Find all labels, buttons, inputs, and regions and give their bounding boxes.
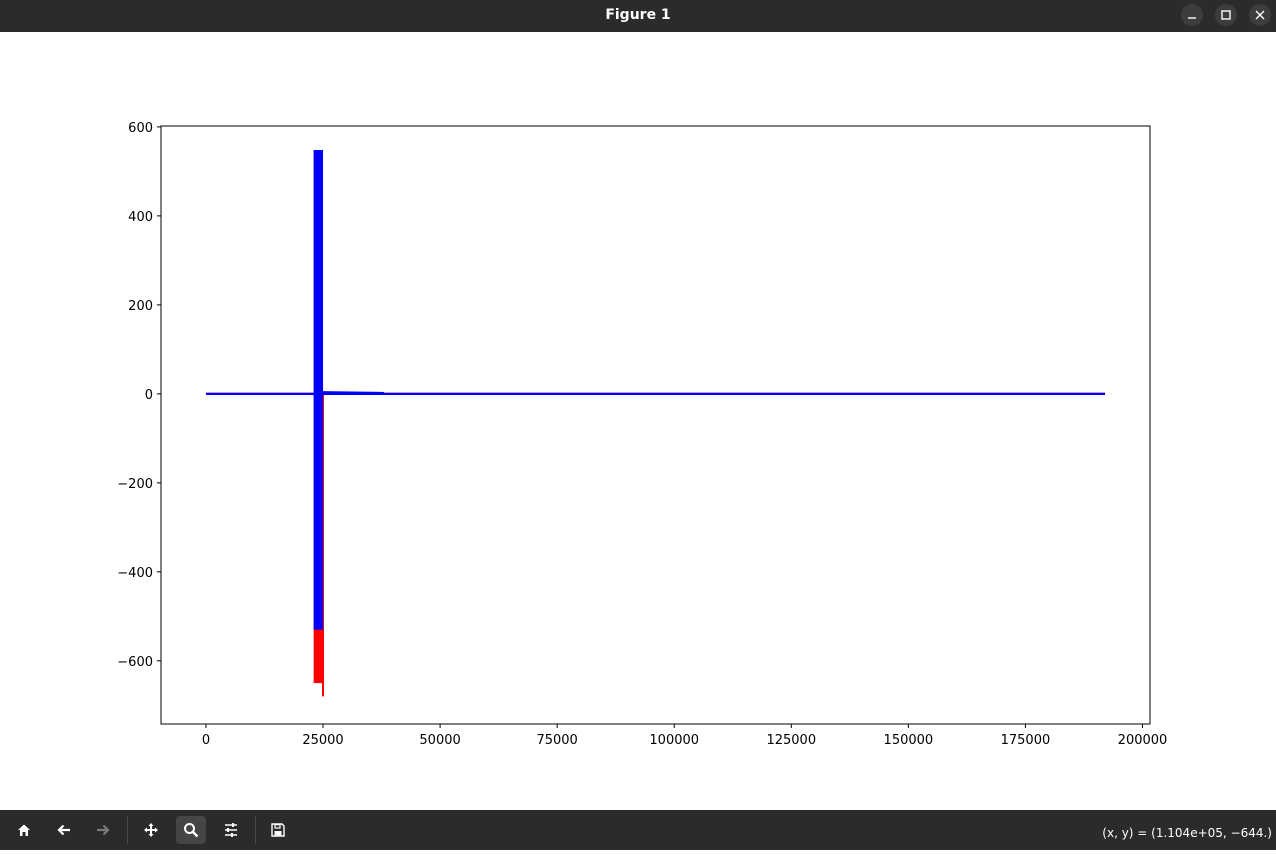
series-1-burst: [313, 150, 324, 630]
y-tick-label: −200: [117, 477, 153, 492]
toolbar-separator: [127, 816, 128, 844]
x-tick-label: 200000: [1118, 733, 1168, 748]
x-tick-label: 175000: [1001, 733, 1051, 748]
minimize-icon: [1188, 17, 1196, 19]
y-tick-label: 0: [145, 388, 153, 403]
y-tick-label: −600: [117, 655, 153, 670]
window-title: Figure 1: [605, 7, 671, 23]
y-tick-label: 600: [128, 121, 153, 136]
back-arrow-icon: [57, 824, 70, 836]
y-tick-label: 400: [128, 210, 153, 225]
window-titlebar: Figure 1: [0, 0, 1276, 32]
x-tick-label: 50000: [419, 733, 460, 748]
close-button[interactable]: [1249, 4, 1271, 26]
zoom-icon: [184, 823, 199, 838]
save-icon: [271, 823, 285, 837]
y-tick-label: 200: [128, 299, 153, 314]
maximize-button[interactable]: [1215, 4, 1237, 26]
pan-button[interactable]: [136, 816, 166, 844]
plot-frame: [160, 125, 1151, 725]
configure-subplots-button[interactable]: [216, 816, 246, 844]
x-tick-label: 100000: [649, 733, 699, 748]
home-icon: [18, 824, 30, 836]
close-icon: [1255, 10, 1265, 20]
x-tick-label: 75000: [536, 733, 577, 748]
configure-subplots-icon: [225, 823, 237, 837]
toolbar-separator: [255, 816, 256, 844]
back-button[interactable]: [49, 816, 79, 844]
zoom-button[interactable]: [176, 816, 206, 844]
x-tick-label: 125000: [766, 733, 816, 748]
maximize-icon: [1221, 10, 1231, 20]
forward-arrow-icon: [97, 824, 110, 836]
line-chart[interactable]: 0 25000 50000 75000 100000 125000 150000 175000…: [1, 33, 1275, 809]
navigation-toolbar: (x, y) = (1.104e+05, −644.): [0, 810, 1276, 850]
series-1-tail: [323, 391, 384, 394]
x-tick-label: 150000: [884, 733, 934, 748]
save-button[interactable]: [263, 816, 293, 844]
x-tick-label: 0: [202, 733, 210, 748]
figure-canvas[interactable]: 0 25000 50000 75000 100000 125000 150000 175000…: [1, 33, 1275, 809]
y-tick-label: −400: [117, 566, 153, 581]
cursor-coordinates: (x, y) = (1.104e+05, −644.): [1102, 826, 1272, 840]
pan-icon: [144, 823, 158, 837]
home-button[interactable]: [9, 816, 39, 844]
minimize-button[interactable]: [1181, 4, 1203, 26]
forward-button[interactable]: [88, 816, 118, 844]
x-tick-label: 25000: [302, 733, 343, 748]
